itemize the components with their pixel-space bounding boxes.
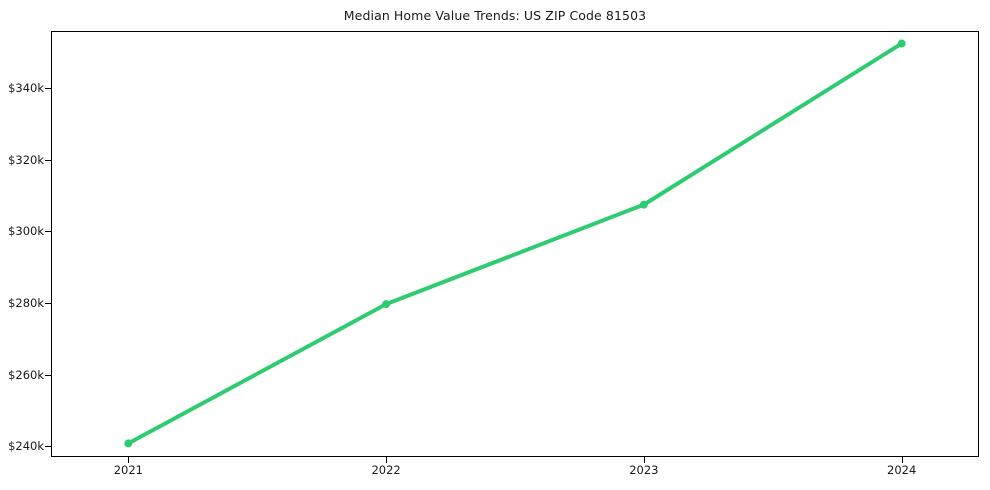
data-point-marker — [639, 200, 648, 209]
data-point-marker — [897, 39, 906, 48]
line-series-markers — [124, 39, 906, 448]
x-axis-tick-mark — [901, 457, 903, 463]
data-point-marker — [382, 300, 391, 309]
x-axis-tick-mark — [386, 457, 388, 463]
x-axis-tick-label: 2024 — [887, 463, 917, 477]
x-axis-tick-mark — [128, 457, 130, 463]
y-axis-tick-label: $240k — [8, 439, 44, 454]
y-axis-tick-label: $300k — [8, 224, 44, 239]
chart-title: Median Home Value Trends: US ZIP Code 81… — [343, 8, 647, 23]
y-axis-tick-label: $340k — [8, 81, 44, 96]
x-axis-tick-label: 2022 — [371, 463, 401, 477]
y-axis-tick-label: $280k — [8, 296, 44, 311]
y-axis-tick-label: $320k — [8, 152, 44, 167]
y-axis-tick-labels: $240k $260k $280k $300k $320k $340k — [0, 0, 44, 490]
x-axis-tick-mark — [643, 457, 645, 463]
plot-series-layer — [124, 39, 906, 448]
line-series-median-home-value — [126, 41, 904, 446]
y-axis-tick-label: $260k — [8, 367, 44, 382]
data-point-marker — [124, 439, 133, 448]
x-axis-tick-label: 2021 — [113, 463, 143, 477]
x-axis-tick-label: 2023 — [629, 463, 659, 477]
plot-area — [51, 31, 979, 457]
